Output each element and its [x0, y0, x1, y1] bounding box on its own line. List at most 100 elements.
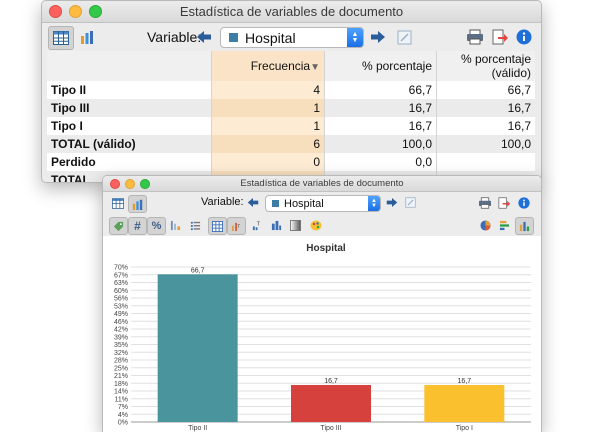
table-row[interactable]: Perdido 0 0,0	[47, 153, 535, 171]
labels-toggle-button[interactable]	[109, 217, 128, 235]
row-porcentaje: 16,7	[324, 99, 437, 117]
table-row[interactable]: TOTAL (válido) 6 100,0 100,0	[47, 135, 535, 153]
print-button[interactable]	[477, 195, 493, 210]
zoom-window-button[interactable]	[89, 5, 102, 18]
next-variable-button[interactable]	[368, 27, 388, 47]
y-tick-label: 32%	[114, 350, 128, 357]
previous-variable-button[interactable]	[194, 27, 214, 47]
vertical-bar-button[interactable]	[515, 217, 534, 235]
export-button[interactable]	[496, 195, 512, 210]
y-tick-label: 46%	[114, 319, 128, 326]
y-tick-label: 63%	[114, 280, 128, 287]
variable-select[interactable]: Hospital ▲ ▼	[265, 195, 381, 212]
y-tick-label: 42%	[114, 327, 128, 334]
bar-chart-icon	[132, 199, 143, 210]
pie-chart-button[interactable]	[477, 217, 494, 233]
row-label: Perdido	[47, 153, 212, 171]
table-view-button[interactable]	[109, 195, 126, 211]
previous-variable-button[interactable]	[245, 195, 260, 210]
info-button[interactable]	[514, 27, 534, 47]
bar-style-button[interactable]	[268, 217, 285, 233]
title-toggle-button[interactable]: T	[249, 217, 266, 233]
column-header-frecuencia[interactable]: Frecuencia▼	[211, 51, 325, 81]
row-frecuencia: 1	[211, 99, 325, 117]
y-tick-label: 70%	[114, 265, 128, 272]
chart-window: Estadística de variables de documento Va…	[102, 175, 542, 432]
toolbar: Variable: Hospital ▲ ▼	[103, 192, 541, 214]
row-porcentaje: 16,7	[324, 117, 437, 135]
next-variable-button[interactable]	[384, 195, 399, 210]
close-window-button[interactable]	[110, 179, 120, 189]
bar-1[interactable]	[157, 274, 238, 422]
svg-text:T: T	[257, 221, 261, 227]
chevron-updown-icon: ▲ ▼	[347, 28, 363, 47]
bar-2[interactable]	[291, 385, 371, 422]
filter-button[interactable]	[394, 27, 414, 47]
axis-labels-toggle-button[interactable]: T	[227, 217, 246, 235]
chart-view-button[interactable]	[75, 26, 99, 48]
pie-chart-icon	[480, 219, 491, 231]
legend-toggle-button[interactable]	[187, 217, 204, 233]
variable-select-value: Hospital	[245, 29, 296, 46]
export-button[interactable]	[489, 27, 511, 47]
bar-value-label: 16,7	[458, 378, 472, 385]
bar-value-label: 16,7	[324, 378, 338, 385]
bar-chart-icon	[81, 31, 93, 44]
vertical-bars-icon	[519, 221, 530, 231]
gradient-icon	[290, 219, 301, 231]
frequency-table: Frecuencia▼ % porcentaje % porcentaje (v…	[47, 51, 535, 182]
palette-icon	[310, 220, 321, 230]
row-porcentaje: 66,7	[324, 81, 437, 99]
filter-button[interactable]	[403, 195, 418, 210]
count-toggle-button[interactable]: #	[128, 217, 147, 235]
row-porcentaje-valido: 16,7	[507, 101, 531, 115]
table-row[interactable]: Tipo III 1 16,7 16,7	[47, 99, 535, 117]
title-bar: Estadística de variables de documento	[103, 176, 541, 192]
horizontal-bar-button[interactable]	[496, 217, 513, 233]
hash-icon: #	[134, 219, 141, 233]
minimize-window-button[interactable]	[69, 5, 82, 18]
y-tick-label: 11%	[115, 396, 129, 403]
y-tick-label: 35%	[114, 342, 128, 349]
percent-toggle-button[interactable]: %	[147, 217, 166, 235]
y-tick-label: 18%	[114, 381, 128, 388]
export-icon	[498, 196, 510, 209]
y-tick-label: 28%	[114, 358, 128, 365]
sort-button[interactable]	[167, 217, 184, 233]
table-row[interactable]: Tipo II 4 66,7 66,7	[47, 81, 535, 99]
row-label: Tipo II	[47, 81, 212, 99]
arrow-right-icon	[386, 198, 397, 207]
column-header-porcentaje-valido[interactable]: % porcentaje (válido)	[460, 52, 531, 80]
chevron-updown-icon: ▲ ▼	[368, 196, 380, 211]
chart-view-button[interactable]	[128, 195, 147, 213]
column-header-porcentaje[interactable]: % porcentaje	[324, 51, 437, 81]
variable-color-swatch	[272, 200, 279, 207]
info-button[interactable]	[516, 195, 531, 210]
variable-select[interactable]: Hospital ▲ ▼	[220, 27, 364, 48]
window-title: Estadística de variables de documento	[179, 4, 404, 19]
arrow-left-icon	[197, 31, 211, 43]
gradient-button[interactable]	[287, 217, 304, 233]
grid-toggle-button[interactable]	[208, 217, 227, 235]
y-tick-label: 4%	[118, 412, 128, 419]
minimize-window-button[interactable]	[125, 179, 135, 189]
row-frecuencia: 0	[211, 153, 325, 171]
window-title: Estadística de variables de documento	[240, 178, 404, 189]
row-label: Tipo I	[47, 117, 212, 135]
zoom-window-button[interactable]	[140, 179, 150, 189]
row-frecuencia: 1	[211, 117, 325, 135]
column-header-frecuencia-label: Frecuencia	[250, 59, 311, 73]
y-axis-ticks: 0%4%7%11%14%18%21%25%28%32%35%39%42%46%4…	[114, 265, 128, 427]
color-scheme-button[interactable]	[307, 217, 324, 233]
row-porcentaje: 100,0	[324, 135, 437, 153]
bars: 66,7 Tipo II 16,7 Tipo III 16,7 Tipo I	[157, 267, 505, 432]
table-row[interactable]: Tipo I 1 16,7 16,7	[47, 117, 535, 135]
variable-label: Variable:	[147, 29, 202, 45]
bar-3[interactable]	[424, 385, 505, 422]
table-view-button[interactable]	[48, 26, 74, 50]
row-frecuencia: 6	[211, 135, 325, 153]
close-window-button[interactable]	[49, 5, 62, 18]
filter-icon	[405, 197, 416, 208]
print-button[interactable]	[464, 27, 486, 47]
arrow-right-icon	[371, 31, 385, 43]
